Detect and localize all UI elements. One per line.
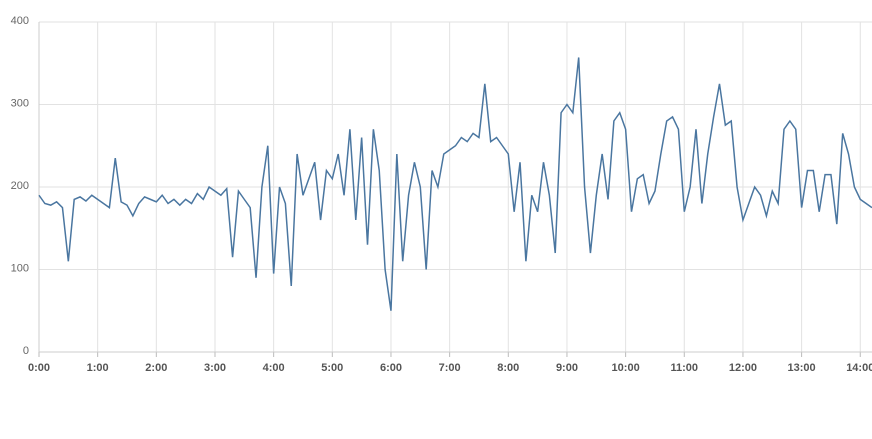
x-tick-label: 7:00	[439, 362, 461, 374]
x-tick-label: 6:00	[380, 362, 402, 374]
y-tick-label: 200	[11, 180, 29, 192]
y-tick-label: 400	[11, 15, 29, 27]
y-tick-label: 0	[23, 345, 29, 357]
x-tick-label: 5:00	[321, 362, 343, 374]
x-tick-label: 0:00	[28, 362, 50, 374]
x-tick-label: 12:00	[729, 362, 757, 374]
data-line	[38, 57, 872, 311]
x-tick-label: 14:00	[846, 362, 872, 374]
x-tick-label: 2:00	[145, 362, 167, 374]
x-tick-label: 13:00	[788, 362, 816, 374]
x-tick-label: 10:00	[612, 362, 640, 374]
x-tick-label: 3:00	[204, 362, 226, 374]
x-tick-label: 9:00	[556, 362, 578, 374]
y-tick-label: 300	[11, 97, 29, 109]
x-tick-label: 4:00	[263, 362, 285, 374]
x-tick-label: 1:00	[87, 362, 109, 374]
x-tick-label: 11:00	[671, 362, 699, 374]
x-tick-label: 8:00	[497, 362, 519, 374]
y-tick-label: 100	[11, 262, 29, 274]
